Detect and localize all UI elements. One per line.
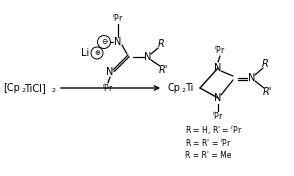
Text: 2: 2: [182, 89, 186, 93]
Text: [Cp: [Cp: [3, 83, 20, 93]
Text: N: N: [214, 93, 222, 103]
Text: 2: 2: [21, 89, 25, 93]
Text: R: R: [262, 59, 268, 69]
Text: Cp: Cp: [168, 83, 181, 93]
Text: R = H, R' = $^i$Pr: R = H, R' = $^i$Pr: [185, 123, 242, 137]
Text: ⊕: ⊕: [94, 50, 100, 56]
Text: R': R': [158, 65, 168, 75]
Text: $^i$Pr: $^i$Pr: [102, 82, 114, 94]
Text: R': R': [262, 87, 272, 97]
Text: TiCl]: TiCl]: [24, 83, 46, 93]
Text: R = R' = $^i$Pr: R = R' = $^i$Pr: [185, 137, 232, 149]
Text: $^i$Pr: $^i$Pr: [112, 12, 124, 24]
Text: Li: Li: [81, 48, 89, 58]
Text: 2: 2: [51, 89, 55, 93]
Text: N: N: [106, 67, 114, 77]
Text: N: N: [248, 73, 256, 83]
Text: ⊖: ⊖: [101, 37, 107, 46]
Text: $^i$Pr: $^i$Pr: [212, 110, 224, 122]
Text: R = R' = Me: R = R' = Me: [185, 152, 231, 161]
Text: N: N: [214, 63, 222, 73]
Text: N: N: [114, 37, 122, 47]
Text: $^i$Pr: $^i$Pr: [214, 44, 226, 56]
Text: Ti: Ti: [185, 83, 193, 93]
Text: R: R: [158, 39, 164, 49]
Text: N: N: [144, 52, 152, 62]
